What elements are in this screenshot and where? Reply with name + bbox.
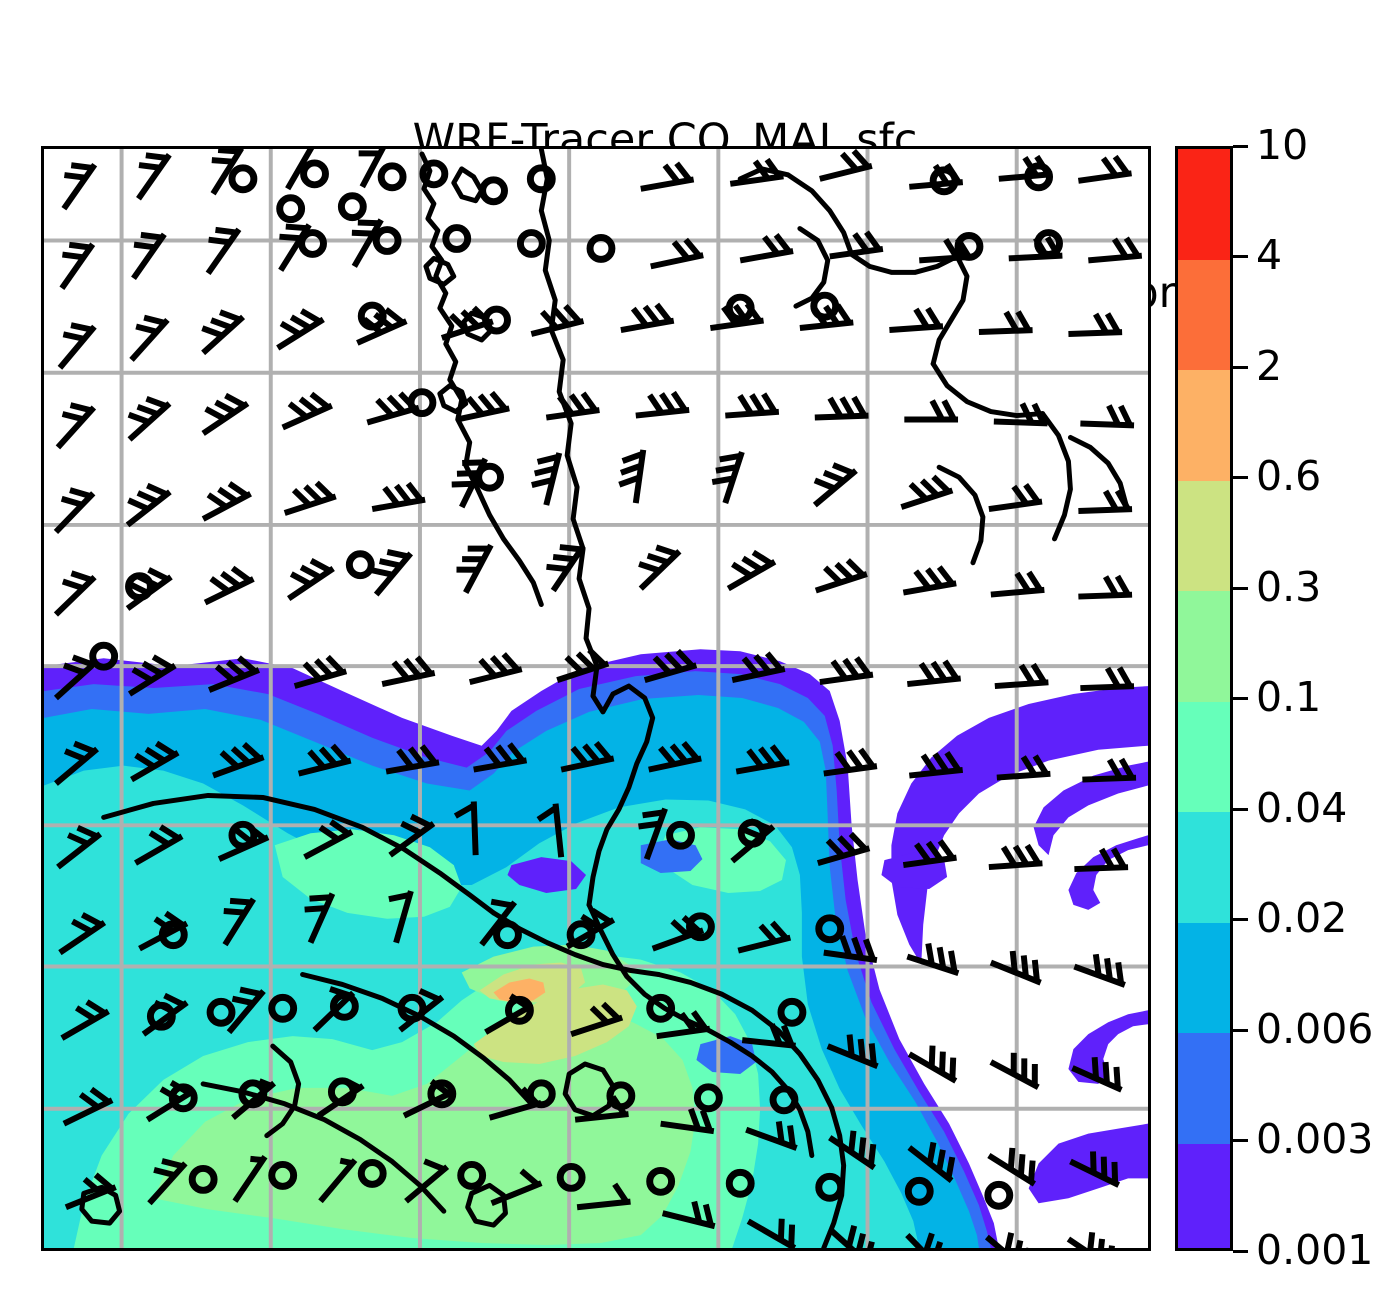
colorbar-tick-label: 0.3 (1256, 562, 1322, 611)
colorbar-band (1178, 922, 1230, 1033)
colorbar-tick-label: 0.003 (1256, 1115, 1374, 1163)
colorbar-band (1178, 480, 1230, 591)
colorbar-band (1178, 812, 1230, 923)
colorbar-band (1178, 701, 1230, 812)
colorbar-band (1178, 149, 1230, 260)
colorbar-tick-label: 0.001 (1256, 1225, 1374, 1274)
map-svg (44, 149, 1148, 1248)
colorbar-tick-label: 0.04 (1256, 783, 1348, 832)
colorbar-tick-mark (1233, 476, 1248, 479)
colorbar-tick-label: 0.1 (1256, 673, 1322, 721)
colorbar-tick-label: 0.006 (1256, 1004, 1374, 1053)
colorbar-band (1178, 259, 1230, 370)
colorbar-tick-mark (1233, 918, 1248, 921)
colorbar-band (1178, 1033, 1230, 1144)
map-plot-area[interactable] (41, 146, 1151, 1251)
colorbar-tick-mark (1233, 697, 1248, 700)
colorbar-tick-mark (1233, 1139, 1248, 1142)
colorbar-band (1178, 591, 1230, 702)
colorbar-tick-label: 0.6 (1256, 452, 1322, 500)
colorbar-tick-mark (1233, 1028, 1248, 1032)
colorbar-tick-mark (1233, 807, 1248, 811)
colorbar-band (1178, 1143, 1230, 1248)
colorbar-tick-mark (1233, 1249, 1248, 1253)
colorbar-tick-mark (1233, 586, 1248, 590)
colorbar-band (1178, 370, 1230, 481)
coastlines (79, 149, 1129, 1248)
colorbar-tick-label: 0.02 (1256, 894, 1348, 942)
colorbar[interactable] (1175, 146, 1233, 1251)
